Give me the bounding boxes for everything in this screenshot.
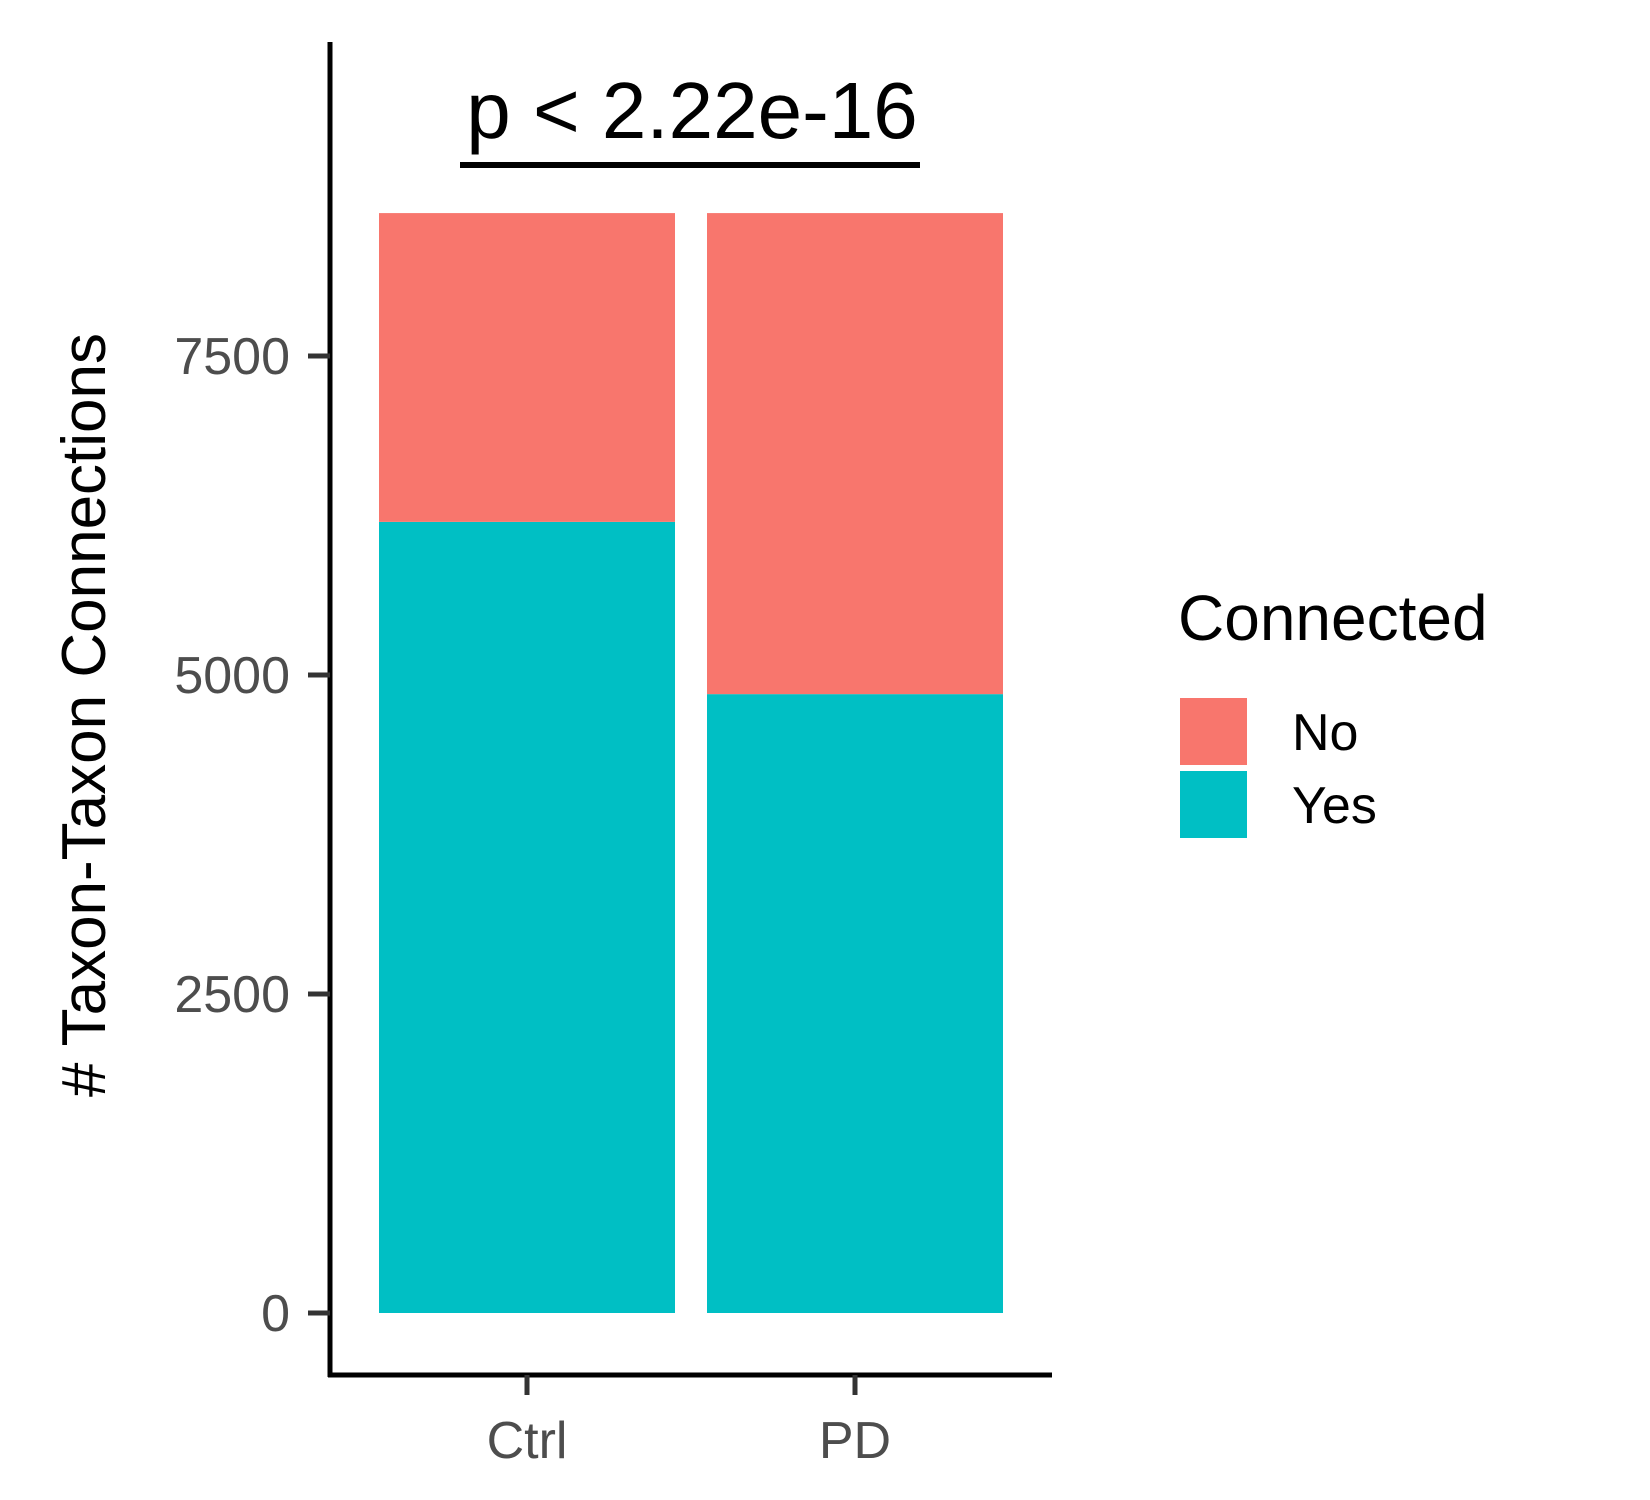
legend-title: Connected [1178,582,1488,654]
y-tick-label: 0 [261,1285,290,1343]
bar-pd-no [707,213,1003,695]
y-ticks: 0 2500 5000 7500 [174,328,330,1343]
legend-swatch-no [1180,698,1247,765]
legend-label-yes: Yes [1292,777,1377,835]
legend-label-no: No [1292,704,1358,762]
y-tick-label: 7500 [174,328,290,386]
y-axis-title: # Taxon-Taxon Connections [50,333,119,1097]
legend: Connected No Yes [1178,582,1488,838]
significance-annotation: p < 2.22e-16 [460,66,920,168]
y-tick-label: 2500 [174,966,290,1024]
bar-pd-yes [707,694,1003,1313]
x-tick-label: Ctrl [487,1412,568,1470]
axes-layer [327,42,1052,1378]
p-value-label: p < 2.22e-16 [466,66,917,155]
bar-ctrl-yes [379,521,675,1313]
legend-swatch-yes [1180,771,1247,838]
bar-ctrl-no [379,213,675,522]
bars-layer [379,213,1003,1313]
x-ticks: Ctrl PD [487,1375,891,1470]
x-tick-label: PD [819,1412,891,1470]
y-tick-label: 5000 [174,647,290,705]
